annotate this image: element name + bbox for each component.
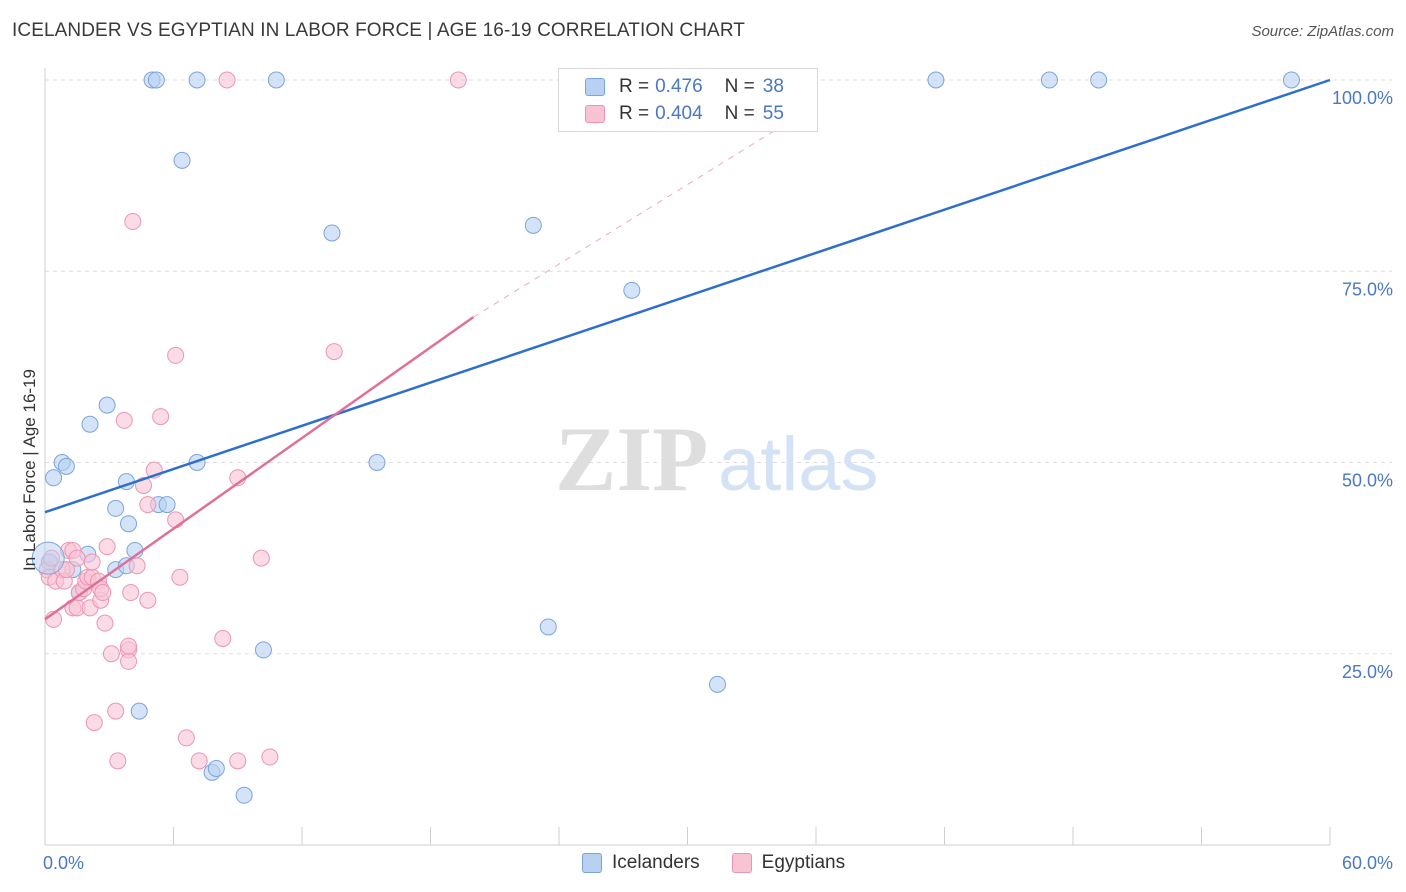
tick-label-layer: 25.0% 50.0% 75.0% 100.0% 0.0% 60.0% [43, 88, 1393, 873]
egyptian-point [190, 752, 208, 770]
egyptian-point [109, 752, 127, 770]
icelander-point [539, 618, 557, 636]
x-tick-label-max: 60.0% [1342, 853, 1393, 873]
egyptian-point [261, 748, 279, 766]
egyptian-point [128, 557, 146, 575]
legend-swatch-icelanders [582, 853, 602, 873]
egyptian-point [124, 213, 142, 231]
egyptian-point [107, 702, 125, 720]
icelander-point [120, 515, 138, 533]
icelander-point [1090, 71, 1108, 89]
icelander-point [368, 454, 386, 471]
legend-item-icelanders[interactable]: Icelanders [582, 852, 700, 874]
icelander-point [188, 71, 206, 89]
egyptian-point [229, 752, 247, 770]
egyptian-point [102, 645, 120, 663]
egyptian-point [85, 714, 103, 732]
legend-r-label: R = [619, 103, 650, 124]
legend-row-egyptians: R = 0.404 N = 55 [585, 102, 784, 126]
egyptian-point [214, 629, 232, 647]
icelander-point [107, 499, 125, 517]
stats-legend: R = 0.476 N = 38 R = 0.404 N = 55 [558, 68, 818, 132]
legend-label-egyptians: Egyptians [761, 852, 846, 873]
egyptians-trendline [44, 316, 475, 621]
egyptian-point [96, 614, 114, 632]
grid-layer [45, 79, 1392, 655]
icelander-point [158, 496, 176, 514]
icelanders-trendline [44, 78, 1331, 514]
egyptian-point [218, 71, 236, 89]
egyptian-point [83, 553, 101, 571]
icelander-point [708, 675, 726, 693]
watermark-atlas: atlas [718, 422, 879, 507]
legend-item-egyptians[interactable]: Egyptians [731, 852, 846, 874]
y-tick-label: 100.0% [1332, 88, 1393, 108]
x-tick-label-min: 0.0% [43, 853, 84, 873]
egyptian-point [98, 538, 116, 556]
egyptian-point [449, 71, 467, 89]
chart-source: Source: ZipAtlas.com [1251, 23, 1394, 40]
icelander-point [323, 224, 341, 242]
egyptian-point [152, 408, 170, 426]
egyptian-point [120, 637, 138, 655]
egyptian-point [115, 411, 133, 429]
legend-row-icelanders: R = 0.476 N = 38 [585, 75, 784, 99]
icelander-cluster-point [31, 541, 65, 575]
watermark-zip: ZIP [555, 408, 708, 510]
icelander-point [235, 786, 253, 804]
legend-swatch-icelanders [585, 78, 605, 96]
y-axis-label: In Labor Force | Age 16-19 [20, 369, 39, 571]
legend-r-value: 0.404 [655, 103, 703, 124]
icelander-point [81, 415, 99, 433]
egyptians-trendline-extension [473, 117, 795, 318]
legend-swatch-egyptians [731, 853, 752, 873]
icelander-point [1282, 71, 1300, 89]
icelander-point [57, 457, 75, 475]
y-tick-label: 75.0% [1342, 279, 1393, 299]
egyptian-point [120, 652, 138, 670]
egyptian-point [122, 584, 140, 602]
icelander-point [524, 216, 542, 234]
legend-n-value: 38 [762, 76, 784, 97]
legend-swatch-egyptians [585, 105, 605, 123]
series-legend: Icelanders Egyptians [582, 852, 877, 874]
icelander-point [254, 641, 272, 659]
egyptian-point [139, 496, 157, 514]
trend-layer [44, 78, 1331, 621]
icelander-point [98, 396, 116, 414]
icelander-point [147, 71, 165, 89]
legend-r-label: R = [619, 76, 650, 97]
y-tick-label: 25.0% [1342, 662, 1393, 682]
y-tick-label: 50.0% [1342, 471, 1393, 491]
legend-n-label: N = [724, 76, 755, 97]
egyptian-point [171, 568, 189, 586]
legend-label-icelanders: Icelanders [612, 852, 700, 873]
icelander-point [1040, 71, 1058, 89]
egyptian-point [94, 584, 112, 602]
icelander-point [623, 281, 641, 299]
icelander-point [130, 702, 148, 720]
icelander-point [207, 760, 225, 777]
axis-layer [44, 68, 1331, 846]
icelander-point [45, 469, 63, 487]
egyptian-point [139, 591, 157, 609]
icelander-point [267, 71, 285, 89]
egyptian-point [177, 729, 195, 747]
egyptian-point [167, 346, 185, 364]
legend-r-value: 0.476 [655, 76, 703, 97]
egyptian-point [167, 511, 185, 529]
chart-title: ICELANDER VS EGYPTIAN IN LABOR FORCE | A… [12, 20, 746, 41]
egyptian-point [252, 549, 270, 567]
icelander-point [173, 151, 191, 169]
egyptian-point [68, 549, 86, 567]
icelander-point [927, 71, 945, 89]
legend-n-value: 55 [762, 103, 784, 124]
egyptian-point [325, 343, 343, 361]
legend-n-label: N = [724, 103, 755, 124]
